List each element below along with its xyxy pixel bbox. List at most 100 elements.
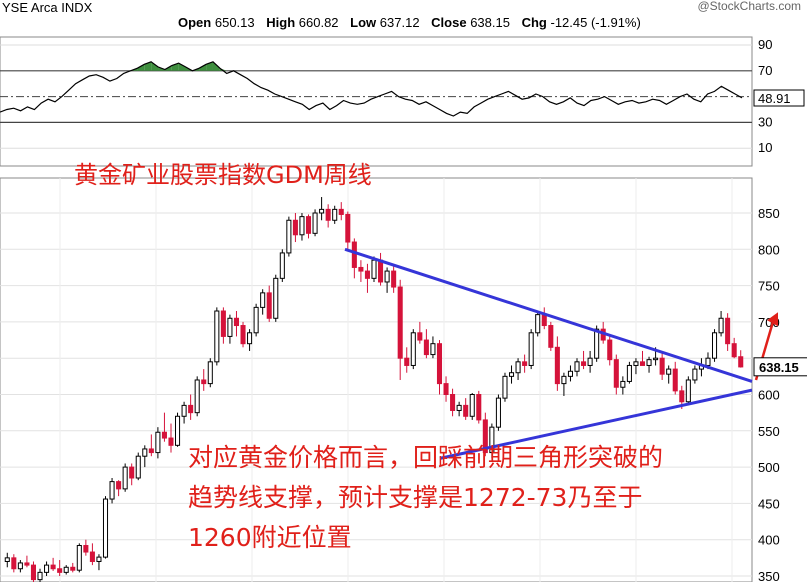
candle-body: [332, 208, 338, 221]
price-tick-label: 450: [758, 496, 780, 511]
price-tick-label: 550: [758, 424, 780, 439]
candle-body: [436, 343, 443, 385]
candle-body: [122, 466, 128, 490]
candle-body: [626, 364, 632, 382]
candle-body: [712, 332, 718, 359]
candle-body: [397, 286, 403, 359]
candle-body: [417, 332, 423, 341]
candle-body: [391, 270, 397, 288]
candle-body: [725, 317, 731, 345]
candle-body: [319, 208, 325, 214]
candle-body: [57, 568, 63, 573]
candle-body: [148, 448, 154, 454]
candle-body: [292, 219, 298, 236]
rsi-current-label: 48.91: [758, 91, 791, 106]
symbol-label: YSE Arca INDX: [2, 0, 93, 15]
candle-body: [83, 545, 89, 553]
low-value: 637.12: [379, 15, 420, 30]
low-label: Low: [350, 15, 377, 30]
candle-body: [207, 361, 213, 385]
candle-body: [161, 431, 167, 439]
candle-body: [253, 306, 259, 334]
candle-body: [535, 314, 541, 334]
candle-body: [312, 212, 318, 234]
candle-body: [135, 455, 141, 479]
candle-body: [659, 357, 665, 375]
candle-body: [587, 357, 593, 366]
note-line-2: 趋势线支撑，预计支撑是1272-73乃至于: [188, 483, 643, 512]
rsi-current-box: [753, 89, 805, 107]
candle-body: [594, 328, 600, 359]
candle-body: [233, 317, 240, 327]
rsi-frame: [0, 36, 753, 167]
candle-body: [607, 339, 613, 361]
candle-body: [214, 310, 220, 363]
candle-body: [476, 394, 482, 421]
candle-body: [633, 361, 639, 366]
rsi-tick-label: 90: [758, 37, 772, 52]
candle-body: [469, 394, 475, 417]
candle-body: [581, 361, 587, 366]
open-label: Open: [178, 15, 212, 30]
candle-body: [188, 404, 194, 414]
close-label: Close: [431, 15, 467, 30]
high-label: High: [266, 15, 296, 30]
candle-body: [371, 259, 377, 279]
candle-body: [404, 357, 410, 366]
trendline-lower: [439, 388, 753, 460]
rsi-overbought-fill: [178, 63, 186, 71]
candle-body: [561, 375, 567, 385]
candle-body: [692, 368, 698, 381]
candle-body: [168, 437, 174, 446]
watermark: @StockCharts.com: [697, 0, 801, 13]
candle-body: [338, 208, 344, 215]
candle-body: [142, 448, 148, 457]
price-tick-label: 500: [758, 460, 780, 475]
candle-body: [548, 325, 554, 348]
price-tick-label: 600: [758, 388, 780, 403]
candle-body: [273, 277, 279, 319]
trendline-upper: [344, 247, 753, 383]
candle-body: [705, 357, 711, 366]
close-value: 638.15: [470, 15, 510, 30]
rsi-tick-label: 30: [758, 114, 772, 129]
candle-body: [175, 415, 181, 446]
candle-body: [89, 551, 95, 562]
candle-body: [738, 356, 744, 368]
candle-body: [672, 368, 678, 392]
candle-body: [50, 564, 56, 570]
candle-body: [410, 332, 416, 366]
price-tick-label: 850: [758, 206, 780, 221]
candle-body: [63, 566, 69, 573]
rsi-tick-label: 70: [758, 63, 772, 78]
candle-body: [482, 419, 488, 454]
candle-body: [220, 310, 226, 337]
candle-body: [502, 375, 508, 399]
candle-body: [522, 361, 528, 366]
candle-body: [102, 498, 109, 558]
candle-body: [260, 292, 266, 308]
candle-body: [109, 481, 115, 500]
candle-body: [240, 325, 246, 345]
candle-body: [325, 208, 331, 221]
candle-body: [44, 564, 50, 573]
candle-body: [345, 213, 351, 243]
candle-body: [685, 379, 691, 403]
candle-body: [718, 317, 724, 334]
candle-body: [247, 332, 253, 345]
candle-body: [450, 394, 456, 411]
price-frame: [0, 177, 753, 582]
candle-body: [423, 339, 429, 356]
price-tick-label: 750: [758, 279, 780, 294]
candle-body: [679, 390, 685, 403]
chg-value: -12.45 (-1.91%): [550, 15, 641, 30]
candle-body: [731, 343, 737, 358]
price-tick-label: 350: [758, 569, 780, 582]
candle-body: [364, 270, 370, 279]
candle-body: [666, 368, 672, 375]
candle-body: [76, 545, 82, 571]
rsi-overbought-fill: [199, 64, 207, 71]
breakout-arrow-head: [767, 312, 778, 327]
